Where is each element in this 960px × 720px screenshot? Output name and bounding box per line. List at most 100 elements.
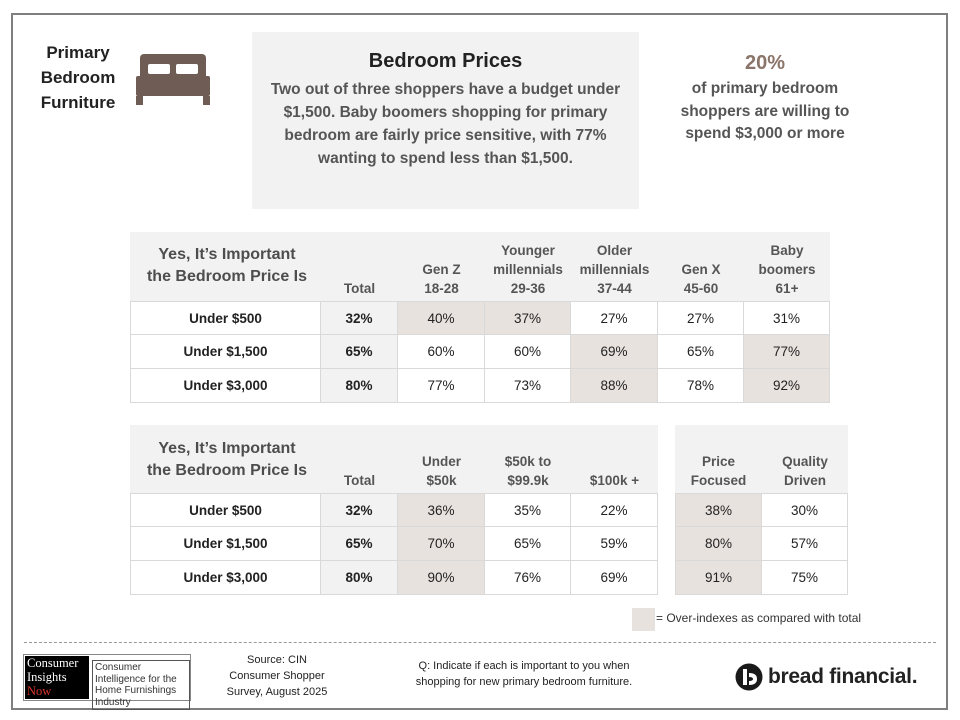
- table3-value-cell: 57%: [762, 527, 848, 561]
- table2-question: Yes, It’s Important the Bedroom Price Is: [136, 438, 318, 482]
- table2-row-label: Under $500: [130, 493, 321, 527]
- table2-column-header: $50k to $99.9k: [485, 425, 571, 490]
- table2-value-cell: 90%: [398, 561, 485, 595]
- table2-column-header-line: $50k to: [504, 454, 552, 469]
- section-title-line: Primary: [46, 43, 110, 62]
- cin-logo-mark: Consumer Insights Now: [25, 656, 89, 699]
- table1-value-cell: 88%: [571, 369, 658, 403]
- table1-question-line: Yes, It’s Important: [158, 246, 296, 263]
- table1-value-cell: 40%: [398, 301, 485, 335]
- table1-column-header-line: millennials: [579, 262, 650, 277]
- table1-row-label: Under $500: [130, 301, 321, 335]
- table2-value-cell: 76%: [485, 561, 571, 595]
- source-note: Source: CIN Consumer Shopper Survey, Aug…: [206, 652, 348, 700]
- table2-value-cell: 65%: [485, 527, 571, 561]
- table1-value-cell: 27%: [658, 301, 744, 335]
- table1-value-cell: 31%: [744, 301, 830, 335]
- table2-value-cell: 36%: [398, 493, 485, 527]
- table1-column-header-line: 18-28: [424, 281, 459, 296]
- table1-column-header-line: Gen Z: [422, 262, 461, 277]
- cin-tagline: Consumer Intelligence for the Home Furni…: [92, 660, 190, 710]
- table3-value-cell: 30%: [762, 493, 848, 527]
- table3-value-cell: 91%: [675, 561, 762, 595]
- table2-column-header: Under $50k: [398, 425, 485, 490]
- table2-value-cell: 65%: [321, 527, 398, 561]
- table2-column-header: $100k +: [571, 425, 658, 490]
- table1-value-cell: 65%: [658, 335, 744, 369]
- table2-value-cell: 22%: [571, 493, 658, 527]
- table1-column-header-line: Older: [596, 243, 633, 258]
- table1-value-cell: 32%: [321, 301, 398, 335]
- table2-column-header-line: Total: [343, 473, 376, 488]
- table1-column-header-line: Total: [343, 281, 376, 296]
- table3-value-cell: 80%: [675, 527, 762, 561]
- table1-row-label: Under $1,500: [130, 335, 321, 369]
- table1-value-cell: 92%: [744, 369, 830, 403]
- legend-swatch: [632, 608, 655, 631]
- table1-column-header-line: 61+: [775, 281, 799, 296]
- table2-value-cell: 59%: [571, 527, 658, 561]
- table2-column-header: Total: [321, 425, 398, 490]
- table1-value-cell: 80%: [321, 369, 398, 403]
- cin-logo: Consumer Insights Now Consumer Intellige…: [23, 654, 191, 710]
- table1-value-cell: 65%: [321, 335, 398, 369]
- source-line: Consumer Shopper: [229, 670, 325, 682]
- section-title-line: Bedroom: [40, 68, 116, 87]
- table2-value-cell: 35%: [485, 493, 571, 527]
- table1-column-header-line: Gen X: [681, 262, 721, 277]
- table3-column-header: Price Focused: [675, 425, 762, 490]
- table2-header-bg: [130, 425, 658, 493]
- table1-value-cell: 60%: [398, 335, 485, 369]
- table3-column-header: Quality Driven: [762, 425, 848, 490]
- table1-value-cell: 78%: [658, 369, 744, 403]
- table2-value-cell: 32%: [321, 493, 398, 527]
- table1-column-header: Younger millennials 29-36: [485, 232, 571, 298]
- cin-logo-word: Consumer: [27, 656, 79, 670]
- slide-frame: [11, 13, 948, 710]
- table1-column-header-line: 37-44: [597, 281, 632, 296]
- table2-row-label: Under $1,500: [130, 527, 321, 561]
- question-note: Q: Indicate if each is important to you …: [388, 658, 660, 690]
- bread-financial-mark-icon: [735, 663, 763, 691]
- source-line: Survey, August 2025: [226, 686, 328, 698]
- table3-column-header-line: Driven: [783, 473, 827, 488]
- table3-value-cell: 75%: [762, 561, 848, 595]
- table2-value-cell: 80%: [321, 561, 398, 595]
- table1-value-cell: 77%: [398, 369, 485, 403]
- table3-column-header-line: Price: [701, 454, 736, 469]
- table2-column-header-line: Under: [421, 454, 461, 469]
- summary-box: Bedroom Prices Two out of three shoppers…: [252, 32, 639, 209]
- cin-logo-word: Insights: [27, 670, 67, 684]
- table3-value-cell: 38%: [675, 493, 762, 527]
- table1-value-cell: 77%: [744, 335, 830, 369]
- table2-column-header-line: $50k: [426, 473, 457, 488]
- table1-column-header-line: millennials: [493, 262, 563, 277]
- question-line: shopping for new primary bedroom furnitu…: [415, 676, 633, 688]
- table1-column-header-line: 29-36: [510, 281, 546, 296]
- stat-number: 20%: [744, 52, 786, 74]
- table1-column-header: Baby boomers 61+: [744, 232, 830, 298]
- table1-question: Yes, It’s Important the Bedroom Price Is: [136, 244, 318, 288]
- question-line: Q: Indicate if each is important to you …: [418, 660, 630, 672]
- table1-column-header-line: Baby: [770, 243, 804, 258]
- table1-value-cell: 60%: [485, 335, 571, 369]
- table2-column-header-line: $99.9k: [507, 473, 549, 488]
- section-title: Primary Bedroom Furniture: [30, 40, 126, 115]
- table1-column-header-line: boomers: [758, 262, 816, 277]
- table1-row-label: Under $3,000: [130, 369, 321, 403]
- source-line: Source: CIN: [247, 654, 307, 666]
- table2-row-label: Under $3,000: [130, 561, 321, 595]
- table1-column-header: Older millennials 37-44: [571, 232, 658, 298]
- legend-text: = Over-indexes as compared with total: [656, 611, 862, 625]
- stat-text: of primary bedroom shoppers are willing …: [680, 80, 850, 142]
- table1-value-cell: 27%: [571, 301, 658, 335]
- table1-question-line: the Bedroom Price Is: [146, 268, 308, 285]
- bread-financial-logo: bread financial.: [735, 662, 918, 692]
- table1-value-cell: 73%: [485, 369, 571, 403]
- cin-logo-word: Now: [27, 684, 52, 698]
- table2-question-line: the Bedroom Price Is: [146, 462, 308, 479]
- bed-icon: [136, 54, 210, 105]
- summary-text: Two out of three shoppers have a budget …: [270, 81, 621, 167]
- table2-value-cell: 70%: [398, 527, 485, 561]
- table1-column-header: Total: [321, 232, 398, 298]
